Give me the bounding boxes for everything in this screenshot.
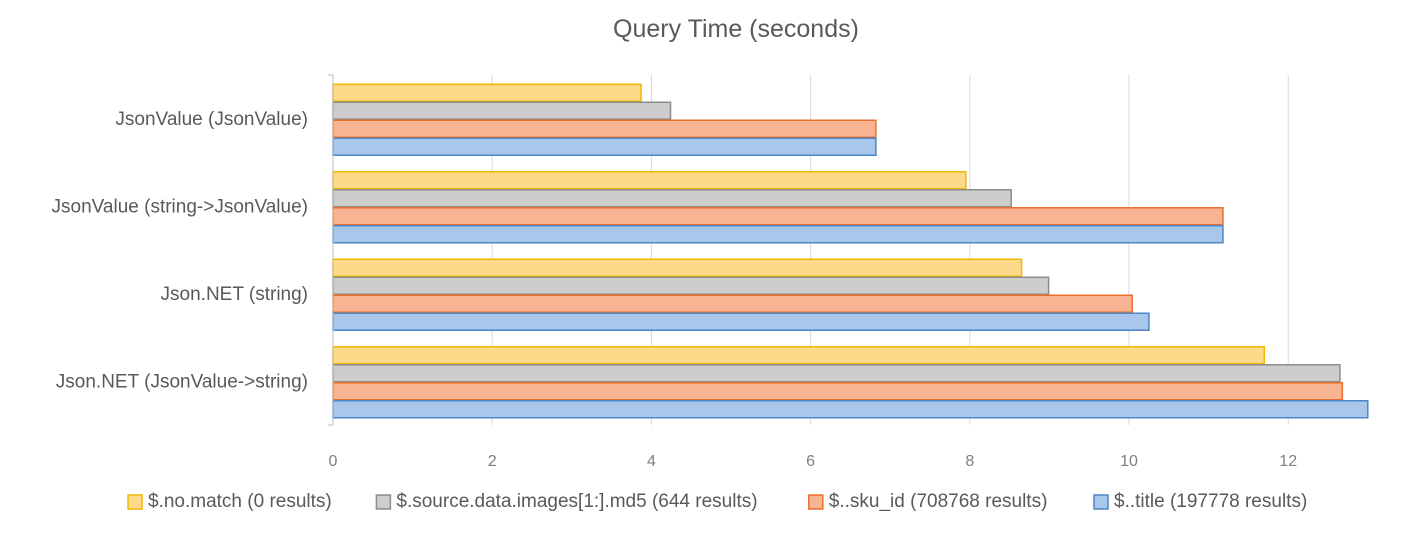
legend-label: $.no.match (0 results): [148, 491, 332, 512]
bar: [332, 83, 642, 102]
bar: [332, 276, 1050, 295]
legend-swatch: [127, 494, 143, 510]
bar: [332, 258, 1023, 277]
x-tick-label: 0: [329, 453, 338, 470]
bar: [332, 400, 1369, 419]
bar: [332, 364, 1341, 383]
bar: [332, 189, 1012, 208]
legend-label: $..sku_id (708768 results): [829, 491, 1048, 512]
category-label: JsonValue (JsonValue): [115, 109, 308, 130]
x-tick-label: 6: [806, 453, 815, 470]
bar: [332, 137, 877, 156]
bar: [332, 382, 1344, 401]
category-label: Json.NET (JsonValue->string): [56, 371, 308, 392]
legend-label: $.source.data.images[1:].md5 (644 result…: [396, 491, 757, 512]
bar: [332, 119, 877, 138]
x-tick-label: 4: [647, 453, 656, 470]
bar: [332, 225, 1224, 244]
bar: [332, 294, 1133, 313]
bar: [332, 346, 1266, 365]
x-tick-label: 8: [965, 453, 974, 470]
chart-title: Query Time (seconds): [613, 15, 859, 43]
legend-swatch: [1093, 494, 1109, 510]
bar: [332, 207, 1224, 226]
axes: 0 2 4 6 8 10 12 JsonValue (JsonValue) JsonValue …: [52, 74, 1297, 470]
legend: $.no.match (0 results) $.source.data.imag…: [127, 491, 1307, 512]
bar: [332, 171, 967, 190]
x-tick-label: 10: [1120, 453, 1138, 470]
x-tick-label: 2: [488, 453, 497, 470]
x-tick-label: 12: [1279, 453, 1297, 470]
category-label: Json.NET (string): [161, 284, 308, 305]
bars: [332, 83, 1369, 419]
legend-label: $..title (197778 results): [1114, 491, 1307, 512]
legend-swatch: [808, 494, 824, 510]
bar: [332, 101, 672, 120]
legend-swatch: [375, 494, 392, 510]
bar: [332, 312, 1150, 331]
category-label: JsonValue (string->JsonValue): [52, 196, 308, 217]
